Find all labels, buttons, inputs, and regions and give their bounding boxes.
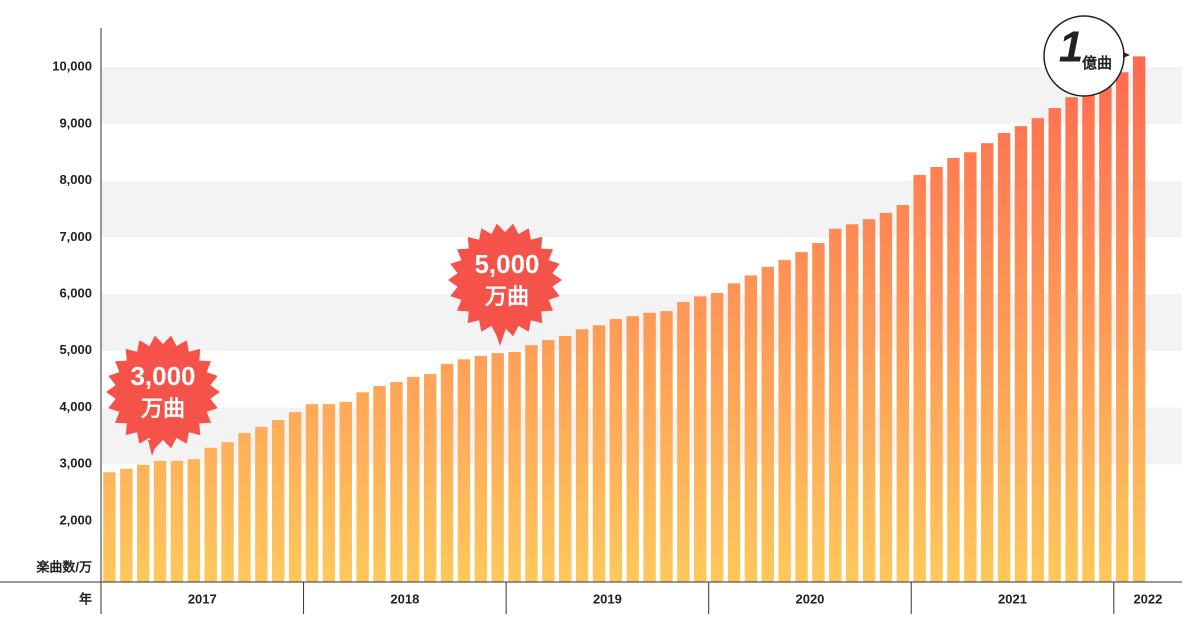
bar xyxy=(913,174,926,582)
y-tick-label: 3,000 xyxy=(59,456,92,471)
x-axis-label: 年 xyxy=(79,591,92,606)
bar xyxy=(575,329,589,582)
y-tick-label: 8,000 xyxy=(59,172,92,187)
bar xyxy=(930,166,943,583)
y-tick-label: 7,000 xyxy=(59,229,92,244)
y-tick-label: 10,000 xyxy=(52,59,92,74)
bar xyxy=(964,152,977,582)
bar xyxy=(508,351,521,582)
bar xyxy=(187,459,201,582)
bar xyxy=(474,355,487,582)
bar xyxy=(170,460,184,582)
bar xyxy=(727,283,741,582)
bar xyxy=(407,376,420,582)
annotation-1oku: 1 億曲 xyxy=(1043,15,1130,97)
bar xyxy=(103,472,116,582)
x-group-label: 2020 xyxy=(795,591,824,606)
bar xyxy=(626,316,639,582)
x-group-label: 2017 xyxy=(188,591,217,606)
bar xyxy=(1031,118,1045,582)
bar xyxy=(1048,107,1061,582)
bar xyxy=(491,353,504,582)
annotation-number: 5,000 xyxy=(474,249,539,279)
bar xyxy=(795,252,808,583)
bar xyxy=(423,374,437,582)
burst xyxy=(106,335,220,449)
burst-tail xyxy=(148,440,158,456)
x-group-label: 2021 xyxy=(998,591,1027,606)
burst xyxy=(448,223,562,337)
bar xyxy=(457,359,471,582)
annotation-unit: 万曲 xyxy=(484,284,529,309)
bar xyxy=(288,412,302,582)
bar xyxy=(305,404,319,582)
annotation-unit: 万曲 xyxy=(140,396,185,421)
bar xyxy=(238,433,251,582)
bar xyxy=(1065,97,1078,582)
y-axis-label: 楽曲数/万 xyxy=(35,559,92,574)
bar xyxy=(255,426,268,582)
bar xyxy=(272,420,285,582)
annotation-5000: 5,000 万曲 xyxy=(448,223,562,346)
annotation-unit: 億曲 xyxy=(1082,54,1112,72)
y-tick-label: 5,000 xyxy=(59,342,92,357)
bar xyxy=(947,157,960,582)
annotation-number: 3,000 xyxy=(130,361,195,391)
bar xyxy=(525,345,538,582)
bar xyxy=(542,340,555,582)
burst-tail xyxy=(494,328,506,346)
bar xyxy=(744,275,758,582)
bar xyxy=(440,363,454,582)
bar xyxy=(559,336,572,582)
y-tick-label: 6,000 xyxy=(59,286,92,301)
bar xyxy=(710,292,724,582)
bar xyxy=(981,143,994,582)
y-tick-label: 9,000 xyxy=(59,115,92,130)
bar xyxy=(120,468,133,582)
x-group-label: 2018 xyxy=(390,591,419,606)
bar xyxy=(862,219,876,583)
bar xyxy=(778,260,791,582)
bar xyxy=(829,228,842,582)
bar xyxy=(1082,90,1095,583)
bar xyxy=(761,266,774,582)
annotation-3000: 3,000 万曲 xyxy=(106,335,220,456)
annotation-number: 1 xyxy=(1059,23,1083,72)
y-tick-label: 4,000 xyxy=(59,399,92,414)
bar xyxy=(390,382,403,582)
bar xyxy=(221,442,234,582)
bar xyxy=(204,447,217,582)
bar xyxy=(643,312,656,582)
bar xyxy=(1099,83,1112,582)
bar xyxy=(137,464,150,582)
x-group-label: 2022 xyxy=(1133,591,1162,606)
bar xyxy=(609,319,623,582)
y-tick-label: 2,000 xyxy=(59,512,92,527)
bar xyxy=(373,385,386,582)
bar xyxy=(592,325,606,582)
bar xyxy=(322,404,336,582)
x-group-label: 2019 xyxy=(593,591,622,606)
grid-band xyxy=(101,67,1182,124)
bar xyxy=(153,460,167,582)
bar xyxy=(356,392,369,582)
bar xyxy=(812,243,825,582)
bar xyxy=(1014,126,1028,582)
bar xyxy=(879,212,893,583)
bar xyxy=(660,311,673,582)
bar xyxy=(896,205,909,582)
bar xyxy=(339,401,352,582)
badge-tail xyxy=(1123,52,1130,58)
bar xyxy=(997,132,1011,582)
bar xyxy=(694,296,707,582)
bar xyxy=(677,302,690,582)
bar xyxy=(1116,72,1129,582)
bar xyxy=(1132,56,1146,582)
bar xyxy=(845,224,859,582)
